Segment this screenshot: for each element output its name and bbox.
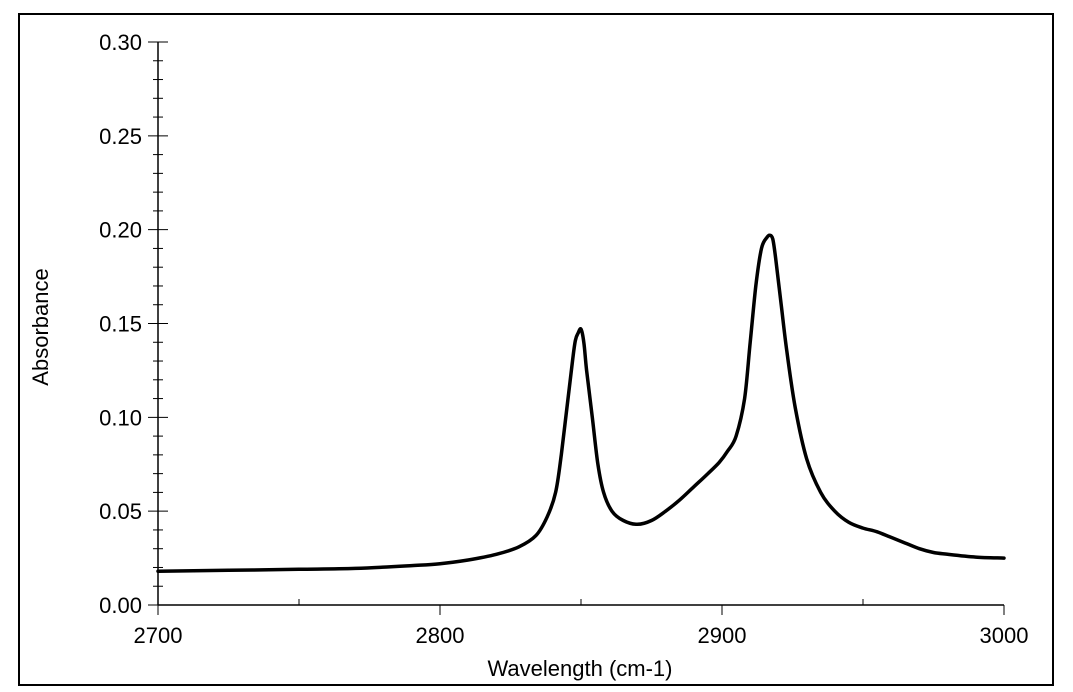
y-tick-label: 0.15	[99, 312, 142, 337]
x-tick-label: 2700	[134, 623, 183, 648]
y-tick-label: 0.00	[99, 593, 142, 618]
y-tick-label: 0.10	[99, 405, 142, 430]
y-tick-label: 0.30	[99, 30, 142, 55]
chart-frame	[18, 13, 1054, 686]
axes	[157, 42, 1004, 606]
series-line	[156, 233, 1006, 573]
y-axis-title: Absorbance	[28, 268, 53, 385]
x-tick-label: 2900	[698, 623, 747, 648]
x-axis-title: Wavelength (cm-1)	[487, 656, 672, 681]
x-tick-label: 3000	[980, 623, 1029, 648]
y-tick-label: 0.05	[99, 499, 142, 524]
y-tick-label: 0.25	[99, 124, 142, 149]
ticks	[148, 41, 1005, 615]
y-tick-label: 0.20	[99, 218, 142, 243]
x-tick-label: 2800	[416, 623, 465, 648]
tick-labels: 0.00 0.05 0.10 0.15 0.20 0.25 0.30 2700 2800 2900…	[99, 30, 1028, 648]
